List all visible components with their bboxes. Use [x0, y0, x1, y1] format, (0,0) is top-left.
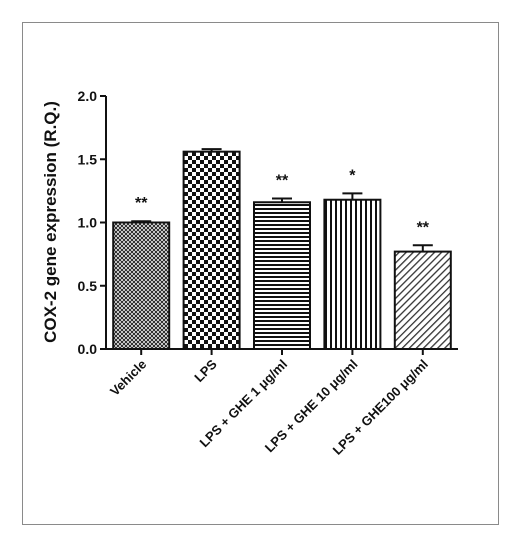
bar-2: [253, 201, 311, 350]
y-axis-label: COX-2 gene expression (R.Q.): [41, 101, 60, 343]
y-tick-label: 2.0: [78, 88, 98, 104]
significance-2: **: [276, 172, 289, 189]
bar-4: [393, 250, 452, 350]
significance-0: **: [135, 195, 148, 212]
bar-1: [182, 150, 241, 350]
significance-3: *: [349, 167, 356, 184]
significance-4: **: [417, 219, 430, 236]
x-tick-label: LPS: [191, 356, 220, 385]
error-bars: [131, 148, 433, 252]
bar-0: [112, 221, 171, 350]
x-tick-label: Vehicle: [107, 357, 149, 399]
y-axis: 0.0 0.5 1.0 1.5 2.0: [78, 88, 107, 357]
y-tick-label: 1.0: [78, 215, 98, 231]
significance-annotations: **** ***: [135, 167, 430, 236]
bar-3: [323, 198, 382, 350]
y-tick-label: 0.5: [78, 278, 98, 294]
y-tick-label: 1.5: [78, 151, 98, 167]
y-tick-label: 0.0: [78, 341, 98, 357]
